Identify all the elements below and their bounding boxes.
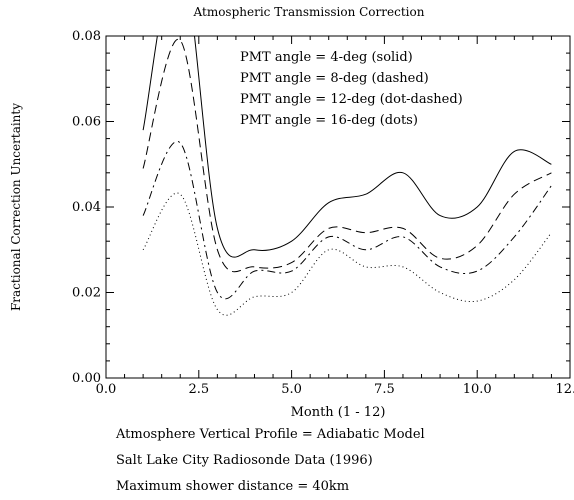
y-tick-label: 0.02 (72, 286, 101, 301)
x-axis-label: Month (1 - 12) (291, 405, 386, 420)
legend-entry-4: PMT angle = 16-deg (dots) (240, 113, 418, 128)
note-profile: Atmosphere Vertical Profile = Adiabatic … (116, 427, 425, 442)
y-tick-label: 0.00 (72, 371, 101, 386)
x-tick-labels: 0.0 2.5 5.0 7.5 10.0 12.5 (96, 382, 574, 397)
plot-frame (105, 35, 571, 379)
x-tick-label: 10.0 (463, 382, 492, 397)
chart-title: Atmospheric Transmission Correction (193, 5, 425, 19)
legend: PMT angle = 4-deg (solid) PMT angle = 8-d… (240, 50, 463, 128)
y-tick-label: 0.08 (72, 29, 101, 44)
axis-ticks (105, 35, 571, 379)
series-line-3 (142, 140, 552, 300)
y-axis-label: Fractional Correction Uncertainty (9, 103, 23, 311)
x-tick-label: 12.5 (556, 382, 574, 397)
series-line-2 (142, 38, 552, 273)
series-line-4 (142, 192, 552, 316)
chart: Atmospheric Transmission Correction 0.0 2… (9, 5, 574, 420)
y-tick-label: 0.04 (72, 200, 101, 215)
x-tick-label: 7.5 (374, 382, 395, 397)
y-tick-label: 0.06 (72, 115, 101, 130)
x-tick-label: 0.0 (96, 382, 117, 397)
legend-entry-1: PMT angle = 4-deg (solid) (240, 50, 413, 65)
x-tick-label: 2.5 (188, 382, 209, 397)
note-data: Salt Lake City Radiosonde Data (1996) (116, 453, 373, 468)
annotation-block: Atmosphere Vertical Profile = Adiabatic … (116, 422, 425, 500)
x-tick-label: 5.0 (281, 382, 302, 397)
y-tick-labels: 0.00 0.02 0.04 0.06 0.08 (72, 29, 101, 386)
legend-entry-2: PMT angle = 8-deg (dashed) (240, 71, 429, 86)
note-distance: Maximum shower distance = 40km (116, 479, 350, 494)
series-lines (142, 36, 552, 316)
series-line-1 (142, 36, 552, 258)
legend-entry-3: PMT angle = 12-deg (dot-dashed) (240, 92, 463, 107)
